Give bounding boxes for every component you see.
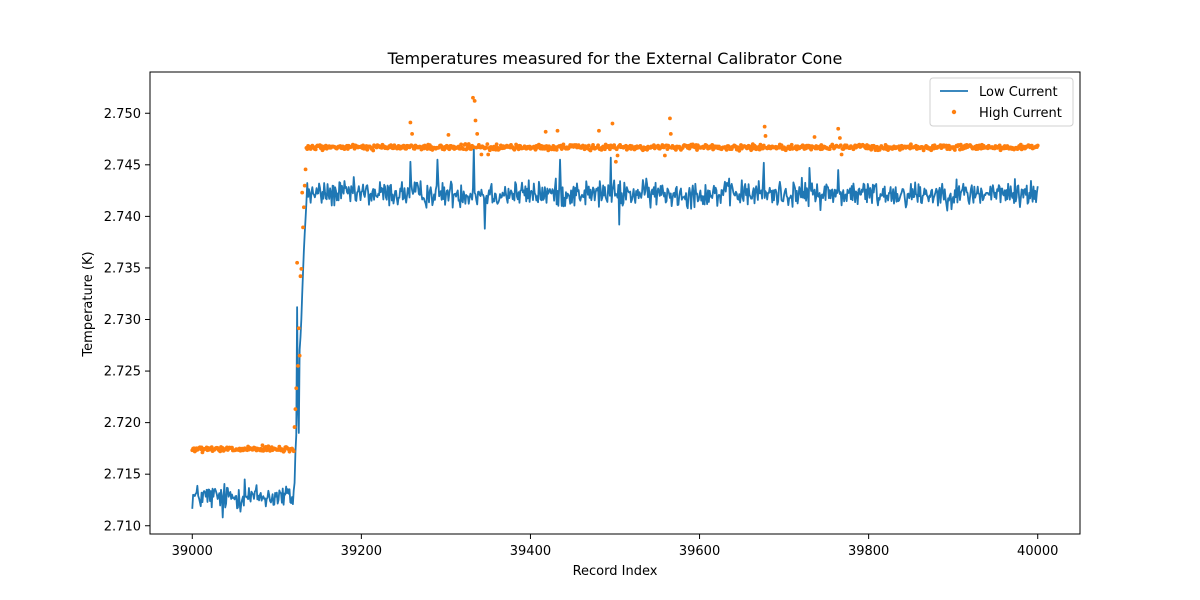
high-current-point: [494, 142, 499, 147]
plot-frame: [149, 71, 1081, 535]
high-current-point: [471, 95, 475, 100]
x-axis-label: Record Index: [573, 564, 658, 579]
high-current-point: [758, 142, 763, 147]
high-current-point: [596, 143, 600, 148]
high-current-point: [763, 134, 768, 138]
high-current-point: [812, 135, 817, 139]
high-current-point: [837, 136, 842, 140]
high-current-point: [292, 425, 297, 429]
high-current-point: [952, 148, 957, 152]
high-current-point: [668, 131, 673, 136]
high-current-point: [408, 120, 413, 125]
y-tick-label: 2.720: [104, 416, 141, 431]
high-current-point: [869, 147, 874, 152]
high-current-series-points: [190, 95, 1040, 455]
high-current-point: [838, 143, 843, 148]
high-current-point: [586, 143, 591, 148]
high-current-point: [371, 148, 376, 153]
high-current-point: [554, 148, 559, 152]
high-current-point: [921, 148, 926, 153]
high-current-point: [301, 205, 306, 210]
high-current-point: [297, 353, 302, 358]
high-current-point: [473, 118, 478, 123]
high-current-point: [485, 142, 490, 146]
y-tick-label: 2.710: [104, 519, 141, 534]
high-current-point: [909, 142, 913, 147]
high-current-point: [668, 116, 672, 121]
legend-point-swatch: [951, 109, 957, 115]
high-current-point: [479, 152, 484, 157]
high-current-point: [298, 274, 303, 279]
legend-label-high-current: High Current: [979, 106, 1062, 121]
y-tick-label: 2.725: [104, 365, 141, 380]
high-current-point: [293, 407, 298, 411]
y-tick-label: 2.730: [104, 313, 141, 328]
high-current-point: [662, 153, 667, 158]
high-current-point: [615, 153, 620, 158]
y-tick-label: 2.750: [104, 107, 141, 122]
high-current-point: [839, 152, 844, 157]
high-current-point: [761, 146, 765, 151]
x-tick-label: 39400: [510, 544, 551, 559]
high-current-point: [762, 124, 767, 129]
high-current-point: [997, 143, 1002, 148]
high-current-point: [613, 159, 618, 164]
high-current-point: [463, 142, 468, 146]
y-tick-label: 2.735: [104, 261, 141, 276]
high-current-point: [761, 143, 766, 148]
high-current-point: [302, 183, 307, 188]
high-current-point: [737, 148, 742, 153]
high-current-point: [365, 147, 370, 152]
high-current-point: [266, 444, 271, 449]
high-current-point: [486, 152, 491, 157]
high-current-point: [282, 448, 287, 453]
low-current-series-line: [191, 146, 1039, 519]
high-current-point: [561, 142, 566, 147]
high-current-point: [836, 126, 841, 131]
high-current-point: [789, 142, 794, 147]
high-current-point: [475, 131, 480, 136]
x-tick-label: 39000: [172, 544, 213, 559]
axis-ticks: 39000 39200 39400 39600 39800 40000 2.710 2.715…: [104, 107, 1059, 559]
x-tick-label: 39800: [848, 544, 889, 559]
legend-box: [929, 77, 1074, 127]
y-tick-label: 2.740: [104, 210, 141, 225]
high-current-point: [975, 147, 980, 151]
high-current-point: [1035, 143, 1040, 148]
high-current-point: [301, 225, 305, 230]
y-axis-label: Temperature (K): [81, 251, 96, 357]
high-current-point: [610, 121, 615, 126]
legend-label-low-current: Low Current: [979, 85, 1058, 100]
high-current-point: [673, 147, 678, 152]
high-current-point: [300, 190, 305, 195]
high-current-point: [296, 326, 301, 331]
x-tick-label: 39200: [341, 544, 382, 559]
high-current-point: [291, 449, 296, 454]
high-current-point: [296, 364, 300, 368]
high-current-point: [555, 128, 560, 133]
chart-title: Temperatures measured for the External C…: [387, 49, 843, 68]
high-current-point: [487, 148, 492, 153]
y-tick-label: 2.715: [104, 468, 141, 483]
high-current-point: [295, 260, 300, 265]
high-current-point: [597, 128, 601, 133]
y-tick-label: 2.745: [104, 158, 141, 173]
high-current-point: [446, 133, 451, 137]
high-current-point: [459, 142, 464, 147]
high-current-point: [299, 266, 304, 271]
high-current-point: [472, 98, 477, 103]
high-current-point: [724, 147, 729, 152]
high-current-point: [303, 167, 308, 172]
high-current-point: [294, 386, 299, 391]
x-tick-label: 39600: [679, 544, 720, 559]
high-current-point: [543, 129, 548, 134]
plot-area: [190, 95, 1040, 519]
high-current-point: [260, 443, 265, 448]
high-current-point: [410, 131, 414, 136]
x-tick-label: 40000: [1017, 544, 1058, 559]
legend: Low Current High Current: [929, 77, 1074, 127]
